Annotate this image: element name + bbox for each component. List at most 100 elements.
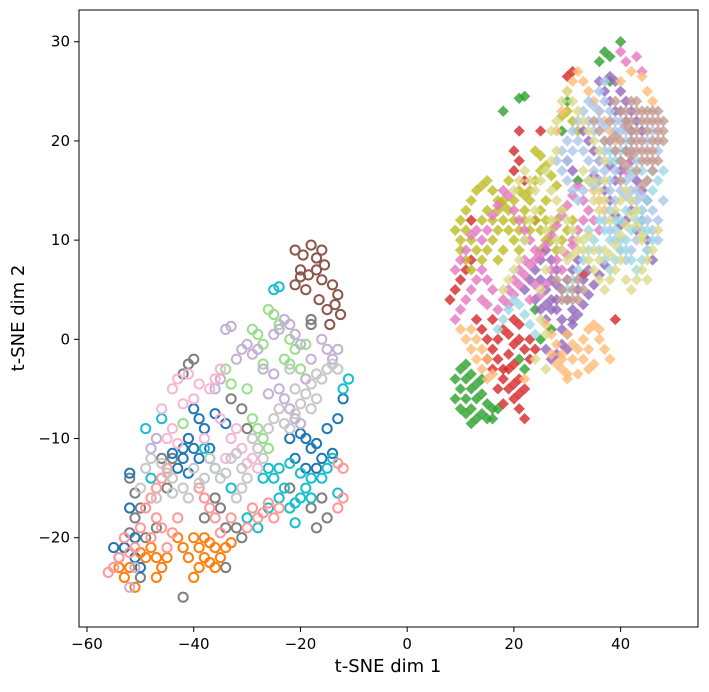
scatter-point-s15-p1	[470, 333, 483, 345]
scatter-point-s9-p32	[134, 482, 146, 494]
scatter-point-s9-p39	[236, 482, 248, 494]
scatter-point-s1-p27	[284, 482, 296, 494]
scatter-point-s5-p34	[118, 532, 131, 544]
scatter-point-s5-p3	[145, 492, 157, 504]
scatter-point-s0-p0	[289, 244, 301, 256]
scatter-point-s18-p45	[598, 284, 611, 296]
scatter-point-s18-p38	[561, 214, 573, 226]
scatter-point-s18-p77	[625, 209, 637, 221]
scatter-point-s16-p31	[598, 165, 611, 177]
x-axis-ticks: −60 −40 −20 0 20 40	[71, 627, 630, 653]
scatter-point-s18-p16	[524, 174, 536, 187]
scatter-point-s14-p42	[524, 294, 536, 306]
scatter-point-s5-p19	[268, 512, 280, 524]
scatter-point-s1-p12	[134, 502, 146, 514]
scatter-point-s11-p22	[492, 383, 504, 395]
scatter-point-s18-p26	[609, 204, 621, 217]
scatter-point-s9-p33	[150, 492, 162, 504]
scatter-point-s12-p65	[497, 244, 509, 256]
scatter-point-s5-p27	[124, 547, 136, 559]
scatter-point-s14-p54	[518, 269, 531, 281]
scatter-point-s14-p1	[454, 254, 467, 266]
scatter-point-s11-p11	[492, 333, 504, 345]
scatter-point-s10-p25	[518, 363, 531, 375]
scatter-point-s6-p15	[252, 423, 264, 435]
scatter-point-s9-p21	[316, 373, 328, 385]
scatter-point-s3-p32	[145, 472, 157, 484]
scatter-point-s7-p20	[316, 333, 328, 345]
scatter-point-s1-p3	[225, 393, 237, 405]
scatter-point-s15-p22	[604, 353, 616, 365]
scatter-point-s0-p12	[332, 289, 344, 301]
scatter-point-s14-p64	[556, 264, 568, 276]
scatter-point-s9-p8	[246, 432, 258, 445]
scatter-point-s19-p38	[630, 135, 643, 147]
scatter-point-s3-p27	[289, 517, 301, 529]
scatter-point-s0-p1	[297, 249, 309, 261]
scatter-point-s1-p6	[305, 318, 317, 331]
scatter-point-s5-p20	[332, 502, 344, 514]
scatter-point-s12-p1	[465, 194, 477, 207]
scatter-point-s5-p33	[273, 502, 285, 514]
scatter-point-s15-p34	[556, 353, 568, 365]
scatter-point-s3-p18	[342, 373, 355, 385]
scatter-point-s14-p5	[476, 234, 488, 246]
scatter-point-s8-p17	[188, 393, 200, 405]
y-axis-label: t-SNE dim 2	[8, 265, 29, 372]
scatter-point-s18-p55	[524, 214, 536, 226]
scatter-point-s3-p23	[225, 482, 237, 494]
scatter-point-s12-p40	[449, 224, 461, 236]
scatter-point-s7-p22	[326, 353, 339, 365]
scatter-point-s16-p33	[609, 165, 621, 177]
scatter-point-s12-p0	[460, 204, 472, 217]
scatter-point-s7-p8	[273, 383, 285, 395]
scatter-point-s1-p2	[188, 353, 200, 365]
scatter-point-s16-p2	[572, 135, 584, 147]
scatter-point-s12-p32	[476, 254, 488, 266]
scatter-point-s18-p85	[540, 363, 552, 375]
scatter-point-s9-p17	[294, 398, 307, 410]
scatter-point-s18-p56	[518, 234, 531, 246]
scatter-point-s4-p4	[209, 542, 221, 554]
scatter-point-s0-p11	[326, 279, 339, 291]
scatter-point-s14-p68	[481, 298, 493, 311]
scatter-point-s16-p20	[561, 135, 573, 147]
scatter-point-s4-p0	[188, 532, 200, 544]
scatter-point-s18-p23	[593, 204, 605, 217]
scatter-point-s2-p19	[326, 447, 339, 459]
scatter-point-s13-p33	[566, 303, 579, 316]
scatter-point-s18-p74	[609, 239, 621, 251]
scatter-point-s12-p29	[492, 224, 504, 236]
scatter-point-s3-p10	[273, 462, 285, 474]
scatter-point-s2-p31	[166, 447, 178, 459]
scatter-point-s14-p25	[582, 204, 595, 217]
scatter-point-s14-p8	[492, 199, 504, 212]
scatter-point-s18-p12	[545, 155, 557, 167]
scatter-point-s18-p69	[582, 229, 595, 241]
scatter-point-s1-p18	[198, 512, 210, 524]
scatter-point-s18-p8	[588, 135, 600, 147]
scatter-point-s18-p35	[545, 184, 557, 197]
scatter-point-s18-p71	[593, 254, 605, 266]
scatter-point-s16-p27	[577, 184, 589, 197]
scatter-point-s1-p30	[177, 591, 189, 603]
scatter-point-s4-p8	[182, 552, 194, 564]
scatter-point-s4-p14	[150, 552, 162, 564]
scatter-point-s2-p33	[310, 462, 323, 474]
scatter-point-s3-p30	[257, 472, 269, 484]
scatter-point-s2-p20	[332, 413, 344, 425]
scatter-point-s18-p25	[604, 214, 616, 226]
scatter-point-s11-p38	[518, 413, 531, 425]
scatter-point-s4-p9	[177, 542, 189, 554]
scatter-point-s16-p58	[646, 204, 659, 217]
scatter-point-s12-p41	[454, 214, 467, 226]
scatter-point-s0-p18	[294, 271, 307, 283]
scatter-point-s9-p5	[230, 447, 242, 459]
scatter-point-s2-p14	[310, 437, 323, 450]
scatter-point-s15-p17	[577, 333, 589, 345]
scatter-point-s9-p24	[332, 363, 344, 375]
scatter-point-s16-p23	[556, 165, 568, 177]
scatter-point-s11-p32	[492, 353, 504, 365]
scatter-point-s12-p4	[481, 174, 493, 187]
scatter-point-s17-p13	[652, 174, 664, 187]
